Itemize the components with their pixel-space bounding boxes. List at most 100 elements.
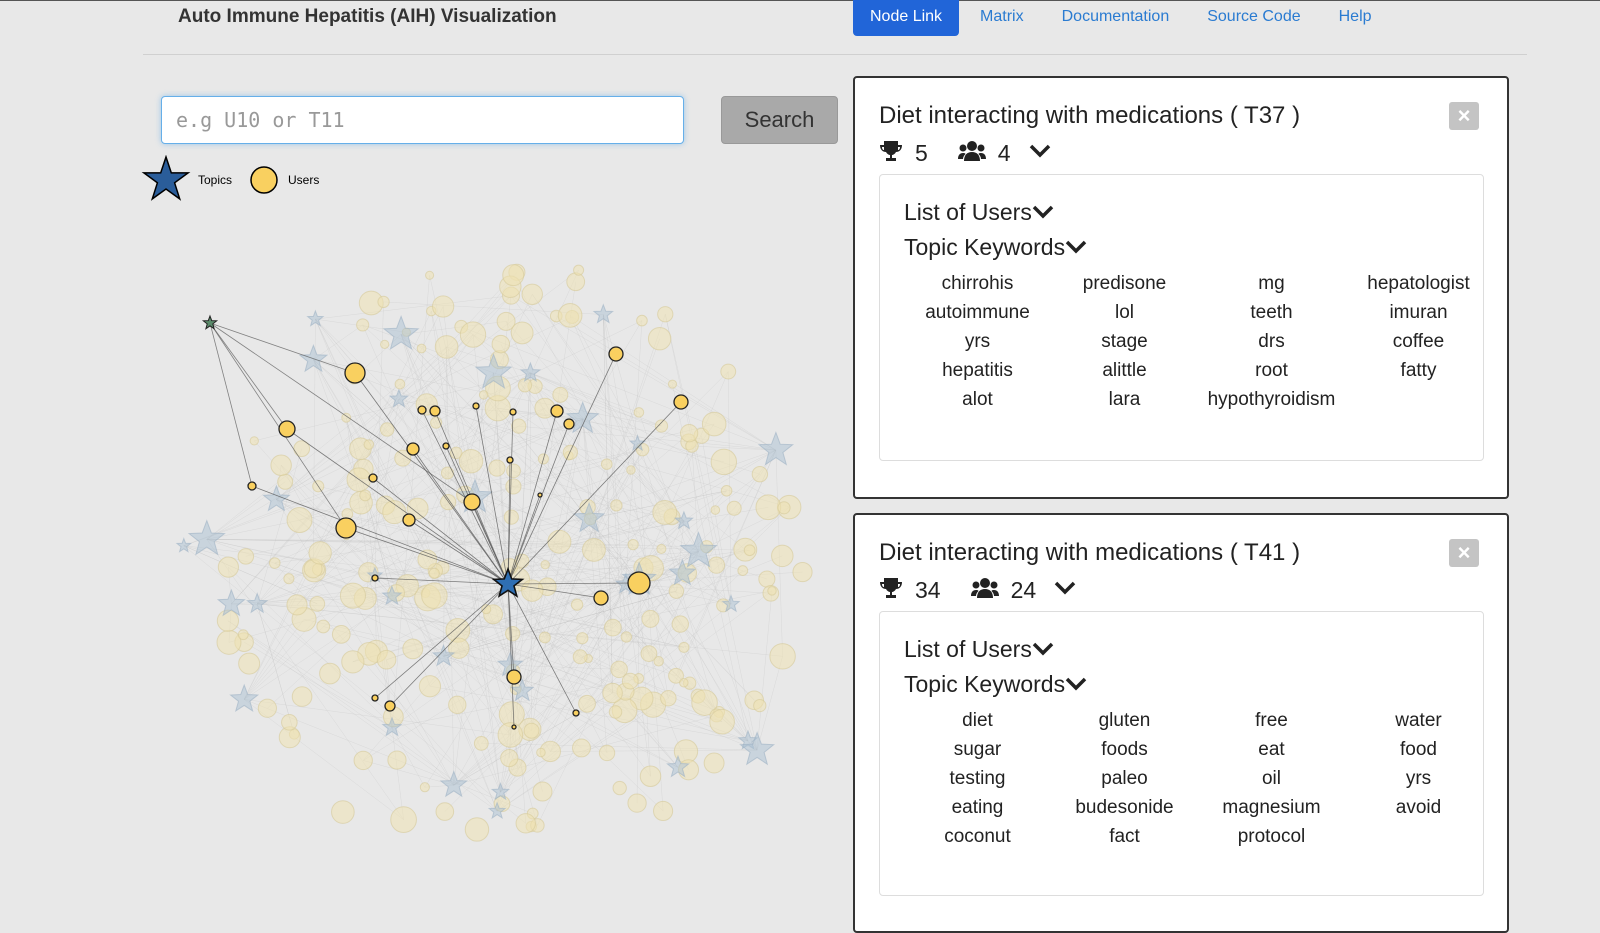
graph-edge [398, 398, 654, 705]
user-node [540, 559, 550, 570]
user-node [390, 806, 417, 833]
user-node [726, 500, 742, 516]
user-node [511, 418, 527, 434]
graph-edge [444, 573, 683, 812]
graph-edge [691, 445, 699, 552]
user-node [376, 649, 397, 670]
user-node [703, 752, 725, 774]
close-icon[interactable]: × [1449, 102, 1479, 130]
keyword: alittle [1102, 360, 1147, 381]
keyword: eating [951, 797, 1004, 818]
topic-node [306, 309, 325, 327]
nav-source-code[interactable]: Source Code [1207, 8, 1301, 25]
close-icon[interactable]: × [1449, 539, 1479, 567]
topic-node [572, 501, 606, 533]
graph-edge [400, 334, 513, 634]
topic-node [490, 781, 511, 801]
graph-edge [315, 319, 395, 513]
list-of-users-toggle[interactable]: List of Users [904, 199, 1054, 226]
graph-edge [532, 551, 699, 591]
user-node [286, 507, 313, 534]
graph-edge [209, 322, 347, 529]
user-node [771, 544, 794, 568]
topic-keywords-toggle[interactable]: Topic Keywords [904, 671, 1087, 698]
topic-node [431, 643, 456, 667]
graph-edge [231, 572, 688, 605]
keyword: foods [1101, 739, 1148, 760]
user-node [593, 590, 609, 606]
topic-node [668, 558, 697, 586]
graph-edge [556, 315, 777, 451]
topic-node [216, 588, 246, 617]
user-node [463, 493, 481, 511]
graph-edge [443, 590, 677, 657]
graph-edge [507, 494, 541, 585]
user-node [679, 677, 689, 688]
topic-keywords-toggle[interactable]: Topic Keywords [904, 234, 1087, 261]
nav-documentation[interactable]: Documentation [1061, 8, 1170, 25]
topic-node [201, 314, 219, 330]
nav-matrix[interactable]: Matrix [980, 8, 1024, 25]
keyword: free [1255, 710, 1288, 731]
topic-node [381, 584, 403, 606]
page-title: Auto Immune Hepatitis (AIH) Visualizatio… [178, 6, 557, 27]
keyword: fact [1109, 826, 1140, 847]
graph-edge [183, 545, 318, 605]
topic-rank: 5 [915, 139, 928, 166]
graph-edge [391, 727, 404, 820]
keyword: hepatologist [1367, 273, 1470, 294]
graph-edge [398, 316, 573, 400]
list-of-users-toggle[interactable]: List of Users [904, 636, 1054, 663]
user-node [270, 454, 292, 476]
user-node [380, 339, 390, 349]
graph-edge [665, 314, 732, 605]
nav-node-link[interactable]: Node Link [853, 0, 960, 36]
graph-edge [603, 314, 669, 699]
user-node [406, 497, 429, 520]
graph-edge [257, 469, 632, 605]
graph-edge [500, 490, 727, 793]
graph-edge [363, 760, 454, 786]
user-node [511, 724, 517, 730]
user-node [610, 660, 628, 679]
user-node [654, 419, 669, 433]
chevron-down-icon[interactable] [1029, 143, 1051, 164]
user-node [720, 484, 733, 497]
user-node [673, 394, 689, 410]
search-button[interactable]: Search [721, 96, 838, 144]
graph-edge [637, 423, 715, 444]
graph-edge [398, 274, 514, 400]
graph-edge [276, 269, 579, 500]
users-icon [957, 140, 986, 167]
user-node [701, 411, 727, 437]
user-node [319, 662, 341, 685]
topic-node [666, 754, 690, 778]
graph-edge [363, 468, 498, 812]
graph-edge [447, 472, 684, 522]
user-node [639, 765, 662, 788]
graph-edge [183, 545, 318, 605]
user-node [371, 694, 379, 702]
keyword: yrs [1405, 768, 1432, 789]
graph-edge [675, 450, 777, 676]
user-node [720, 363, 737, 380]
nav-help[interactable]: Help [1338, 8, 1372, 25]
graph-edge [507, 411, 514, 585]
user-node [641, 609, 660, 628]
user-node [608, 346, 624, 362]
user-node [506, 456, 514, 464]
search-input[interactable] [161, 96, 684, 144]
node-link-graph[interactable]: Topics Users [140, 155, 840, 855]
graph-edge [569, 315, 683, 574]
user-node [472, 402, 480, 410]
graph-edge [507, 583, 515, 728]
user-node [216, 609, 240, 632]
user-node [435, 802, 455, 821]
graph-edge [374, 575, 377, 652]
user-node [308, 541, 332, 565]
topic-rank: 34 [915, 576, 941, 603]
topic-node [439, 770, 468, 798]
chevron-down-icon[interactable] [1054, 580, 1076, 601]
graph-edge [513, 275, 758, 751]
keyword: imuran [1389, 302, 1448, 323]
